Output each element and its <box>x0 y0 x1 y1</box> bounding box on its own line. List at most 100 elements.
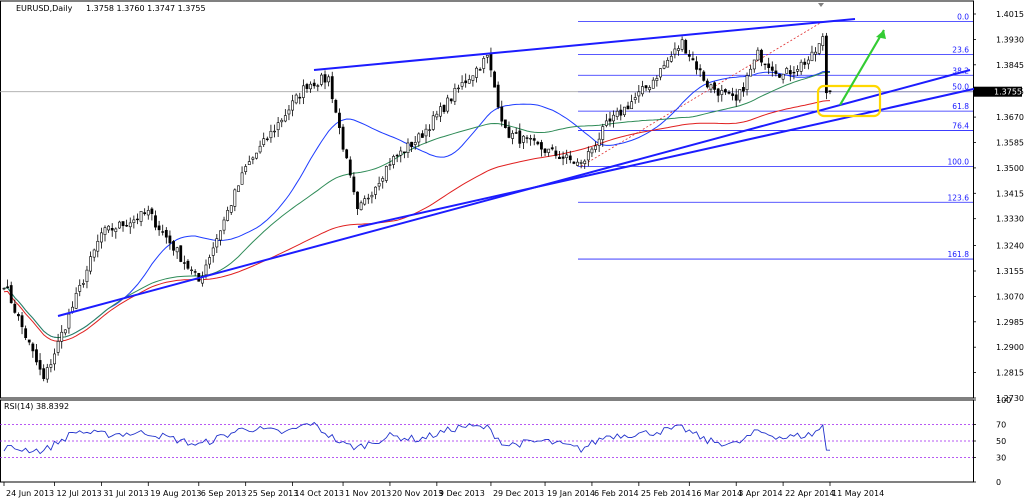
candle-body <box>125 225 129 227</box>
candle-body <box>565 154 569 158</box>
price-axis-label: 1.3845 <box>996 61 1024 70</box>
candle-body <box>348 159 352 176</box>
candle-body <box>778 73 781 78</box>
candle-body <box>493 71 496 88</box>
candle-body <box>309 83 312 90</box>
candle-body <box>464 80 468 84</box>
date-axis-label: 11 May 2014 <box>832 489 884 498</box>
candle-body <box>680 39 684 50</box>
candle-body <box>291 100 294 111</box>
candle-body <box>53 353 56 365</box>
price-axis-label: 1.3585 <box>996 138 1024 147</box>
candle-body <box>35 349 38 363</box>
rsi-label: RSI(14) 38.8392 <box>4 402 69 411</box>
candle-body <box>749 68 753 77</box>
date-axis-label: 24 Jun 2013 <box>6 489 54 498</box>
candle-body <box>503 119 507 128</box>
ma-mid-line <box>3 71 831 339</box>
candle-body <box>255 152 258 159</box>
candle-body <box>269 130 273 139</box>
current-price-box <box>974 86 1022 97</box>
candle-body <box>514 132 518 134</box>
date-axis-label: 20 Nov 2013 <box>392 489 443 498</box>
candle-body <box>370 194 374 198</box>
candle-body <box>439 106 442 117</box>
candle-body <box>154 215 157 228</box>
candle-body <box>208 257 211 265</box>
candle-body <box>449 98 453 102</box>
candle-body <box>17 314 20 317</box>
date-axis-label: 9 Dec 2013 <box>439 489 485 498</box>
candle-body <box>164 229 168 238</box>
price-axis-label: 1.3500 <box>996 164 1024 173</box>
candle-body <box>677 48 680 51</box>
fib-level-label: 50.0 <box>952 83 969 92</box>
candle-body <box>240 172 244 185</box>
candle-body <box>38 360 42 370</box>
ma-fast-line <box>3 71 830 339</box>
candle-body <box>590 148 594 154</box>
candle-body <box>742 87 745 92</box>
candle-body <box>651 79 655 89</box>
candle-body <box>175 247 179 253</box>
candle-body <box>529 137 533 140</box>
candle-body <box>157 225 161 231</box>
candle-body <box>507 126 511 138</box>
candle-body <box>49 364 53 368</box>
candle-body <box>806 59 810 65</box>
candle-body <box>280 119 284 123</box>
candle-body <box>301 85 305 98</box>
date-axis-label: 29 Dec 2013 <box>493 489 544 498</box>
candle-body <box>215 238 219 248</box>
candle-body <box>626 105 630 110</box>
candle-body <box>500 106 504 122</box>
candle-body <box>402 151 406 154</box>
candle-body <box>406 142 410 153</box>
candle-body <box>81 283 85 285</box>
candle-body <box>63 329 67 334</box>
candle-body <box>186 260 190 269</box>
candle-body <box>89 256 92 272</box>
candle-body <box>695 61 698 70</box>
candle-body <box>179 245 183 262</box>
candle-body <box>558 156 561 160</box>
candle-body <box>709 84 713 90</box>
date-axis-label: 22 Apr 2014 <box>785 489 834 498</box>
candle-body <box>74 292 78 309</box>
current-price-label: 1.3755 <box>994 88 1022 97</box>
candle-body <box>824 35 828 94</box>
candle-body <box>615 110 619 117</box>
candle-body <box>489 53 493 71</box>
candle-body <box>547 148 551 153</box>
candle-body <box>107 225 111 231</box>
candle-body <box>341 126 345 150</box>
candle-body <box>392 156 395 165</box>
rsi-axis-label: 50 <box>996 437 1006 446</box>
candle-body <box>532 138 536 141</box>
candle-body <box>67 313 71 329</box>
price-axis-label: 1.3670 <box>996 113 1024 122</box>
date-axis-label: 14 Oct 2013 <box>295 489 344 498</box>
candle-body <box>222 219 226 231</box>
candle-body <box>763 63 767 66</box>
fib-level-label: 23.6 <box>952 45 969 54</box>
candle-body <box>583 160 587 164</box>
candle-body <box>810 51 814 62</box>
candle-body <box>334 99 338 113</box>
candle-body <box>421 133 424 138</box>
candle-body <box>24 328 28 339</box>
candle-body <box>417 133 421 143</box>
price-axis-label: 1.4015 <box>996 10 1024 19</box>
candle-body <box>669 55 673 62</box>
date-axis-label: 16 Mar 2014 <box>691 489 742 498</box>
candle-body <box>56 340 60 353</box>
candle-body <box>705 80 709 88</box>
candle-body <box>446 97 450 112</box>
candle-body <box>604 120 608 126</box>
candle-body <box>788 70 792 75</box>
candle-body <box>219 230 222 241</box>
fib-level-label: 123.6 <box>948 193 970 202</box>
rsi-line <box>3 421 831 455</box>
candle-body <box>92 249 96 258</box>
